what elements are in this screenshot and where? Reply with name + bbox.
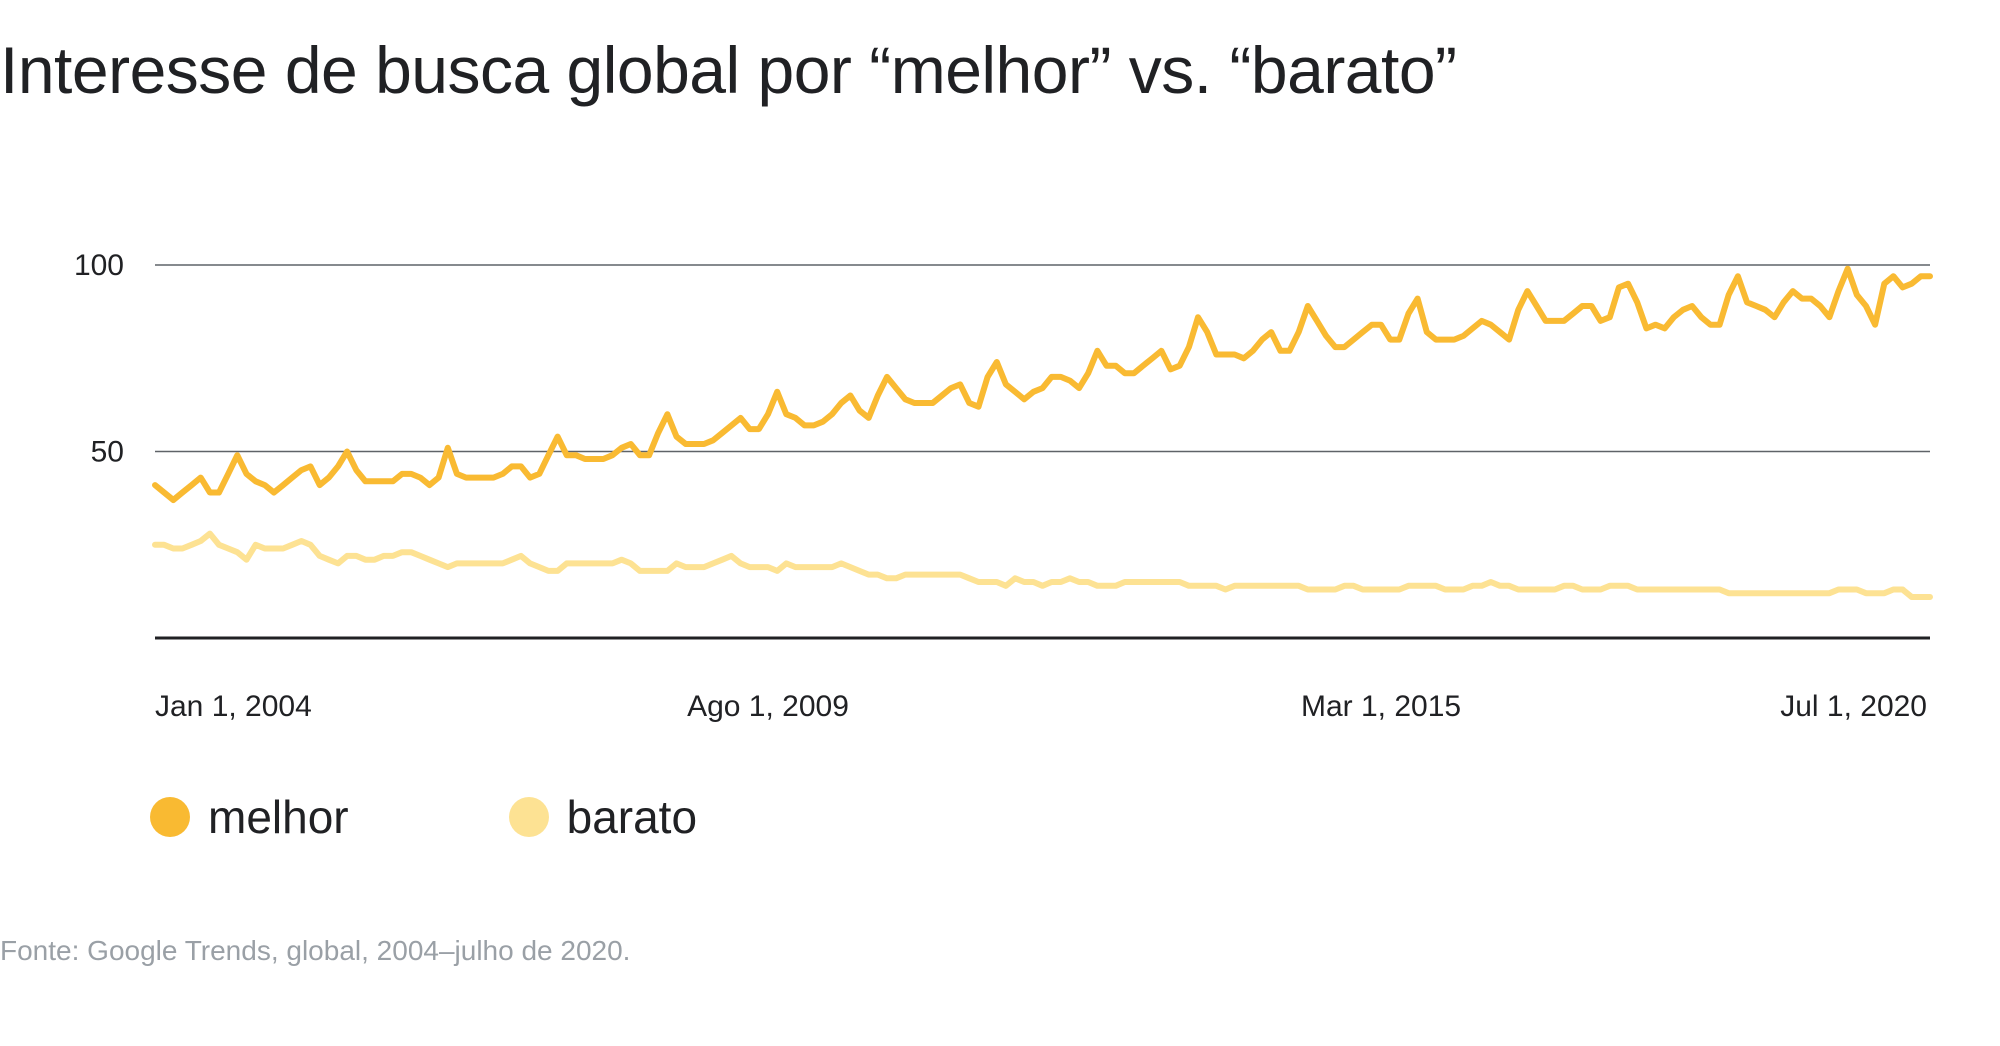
x-tick-label: Jan 1, 2004 [155,690,312,723]
series-line-melhor [152,265,1933,503]
series-lines [152,265,1933,600]
x-tick-label: Mar 1, 2015 [1301,690,1461,723]
legend-swatch-melhor [150,797,190,837]
legend-label-barato: barato [566,791,698,843]
line-chart: 50 100 Jan 1, 2004 Ago 1, 2009 Mar 1, 2015 Ju… [74,249,1933,723]
y-tick-label: 100 [74,249,124,282]
legend: melhor barato [150,790,857,844]
axes: 50 100 Jan 1, 2004 Ago 1, 2009 Mar 1, 2015 Ju… [74,249,1930,723]
legend-item-barato: barato [508,790,698,844]
source-note: Fonte: Google Trends, global, 2004–julho… [0,935,631,966]
chart-title: Interesse de busca global por “melhor” v… [0,33,1457,107]
legend-label-melhor: melhor [208,791,349,843]
legend-item-melhor: melhor [150,790,349,844]
x-tick-label: Ago 1, 2009 [687,690,849,723]
gridlines [155,264,1930,453]
legend-swatch-barato [508,797,549,837]
series-line-barato [152,530,1933,600]
y-tick-label: 50 [91,436,124,469]
x-tick-label: Jul 1, 2020 [1780,690,1927,723]
